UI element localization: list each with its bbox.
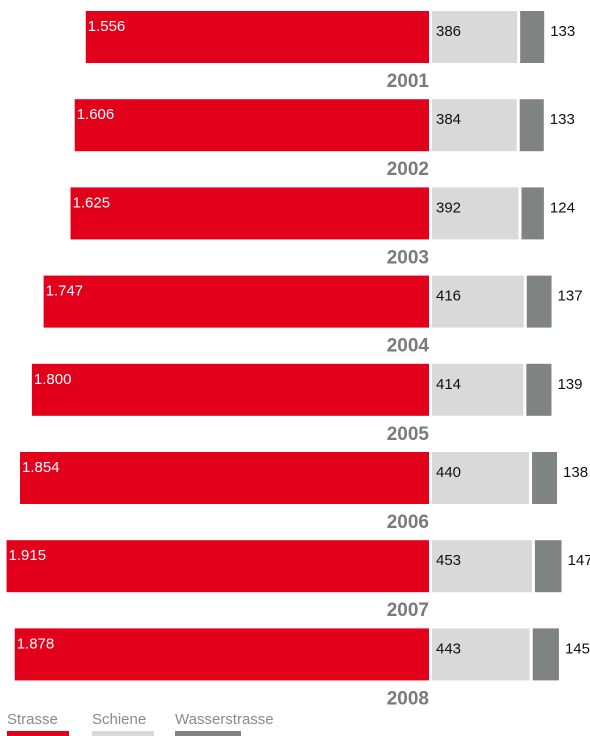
- legend-label-strasse: Strasse: [7, 711, 58, 728]
- bars-layer: 1.556 386 133 2001 1.606 384 133 2002 1.625 392 12…: [6, 11, 590, 709]
- label-schiene-2003: 392: [436, 199, 461, 216]
- legend-label-schiene: Schiene: [92, 711, 146, 728]
- label-schiene-2004: 416: [436, 288, 461, 305]
- label-strasse-2005: 1.800: [34, 371, 72, 388]
- year-label-2003: 2003: [387, 247, 429, 268]
- label-schiene-2002: 384: [436, 111, 461, 128]
- row-2002: 1.606 384 133 2002: [74, 99, 575, 180]
- row-2001: 1.556 386 133 2001: [85, 11, 575, 92]
- bar-schiene-2003: [432, 187, 519, 240]
- label-wasserstrasse-2004: 137: [558, 288, 583, 305]
- year-label-2002: 2002: [387, 159, 429, 180]
- label-strasse-2008: 1.878: [17, 635, 55, 652]
- bar-strasse-2002: [74, 99, 429, 152]
- legend: Strasse Schiene Wasserstrasse: [7, 711, 274, 736]
- label-schiene-2001: 386: [436, 23, 461, 40]
- bar-schiene-2006: [432, 452, 530, 504]
- label-strasse-2004: 1.747: [46, 283, 84, 300]
- year-label-2007: 2007: [387, 600, 429, 621]
- label-wasserstrasse-2006: 138: [563, 464, 588, 481]
- bar-schiene-2007: [432, 540, 532, 593]
- label-schiene-2008: 443: [436, 640, 461, 657]
- label-strasse-2001: 1.556: [88, 18, 126, 35]
- bar-schiene-2002: [432, 99, 517, 152]
- bar-wasserstrasse-2008: [532, 628, 559, 681]
- legend-swatch-strasse: [7, 731, 69, 736]
- year-label-2004: 2004: [387, 336, 430, 357]
- bar-strasse-2008: [14, 628, 430, 681]
- bar-wasserstrasse-2007: [534, 540, 562, 593]
- row-2005: 1.800 414 139 2005: [31, 363, 583, 445]
- bar-wasserstrasse-2003: [521, 187, 544, 240]
- label-strasse-2002: 1.606: [77, 106, 115, 123]
- label-wasserstrasse-2007: 147: [568, 552, 590, 569]
- year-label-2001: 2001: [387, 71, 430, 92]
- row-2007: 1.915 453 147 2007: [6, 540, 590, 621]
- bar-wasserstrasse-2005: [526, 363, 552, 416]
- bar-strasse-2001: [85, 11, 429, 63]
- label-schiene-2006: 440: [436, 464, 461, 481]
- label-schiene-2005: 414: [436, 376, 461, 393]
- row-2006: 1.854 440 138 2006: [20, 452, 588, 533]
- legend-swatch-wasserstrasse: [175, 731, 241, 736]
- label-strasse-2007: 1.915: [9, 547, 47, 564]
- legend-swatch-schiene: [92, 731, 154, 736]
- bar-wasserstrasse-2004: [526, 275, 552, 328]
- bar-strasse-2007: [6, 540, 430, 593]
- label-wasserstrasse-2002: 133: [550, 111, 575, 128]
- bar-schiene-2001: [432, 11, 518, 63]
- label-schiene-2007: 453: [436, 552, 461, 569]
- bar-strasse-2004: [43, 275, 429, 328]
- bar-wasserstrasse-2006: [532, 452, 558, 504]
- row-2004: 1.747 416 137 2004: [43, 275, 583, 357]
- row-2008: 1.878 443 145 2008: [14, 628, 590, 709]
- label-wasserstrasse-2001: 133: [550, 23, 575, 40]
- year-label-2006: 2006: [387, 512, 429, 533]
- year-label-2005: 2005: [387, 424, 430, 445]
- bar-wasserstrasse-2001: [520, 11, 545, 63]
- legend-label-wasserstrasse: Wasserstrasse: [175, 711, 274, 728]
- year-label-2008: 2008: [387, 688, 429, 709]
- bar-strasse-2005: [31, 363, 429, 416]
- bar-schiene-2004: [432, 275, 524, 328]
- bar-schiene-2008: [432, 628, 530, 681]
- label-strasse-2006: 1.854: [22, 459, 60, 476]
- label-strasse-2003: 1.625: [73, 194, 111, 211]
- bar-schiene-2005: [432, 363, 524, 416]
- bar-strasse-2003: [70, 187, 430, 240]
- row-2003: 1.625 392 124 2003: [70, 187, 575, 268]
- bar-wasserstrasse-2002: [519, 99, 544, 152]
- label-wasserstrasse-2005: 139: [557, 376, 582, 393]
- label-wasserstrasse-2003: 124: [550, 199, 575, 216]
- bar-strasse-2006: [20, 452, 430, 504]
- label-wasserstrasse-2008: 145: [565, 640, 590, 657]
